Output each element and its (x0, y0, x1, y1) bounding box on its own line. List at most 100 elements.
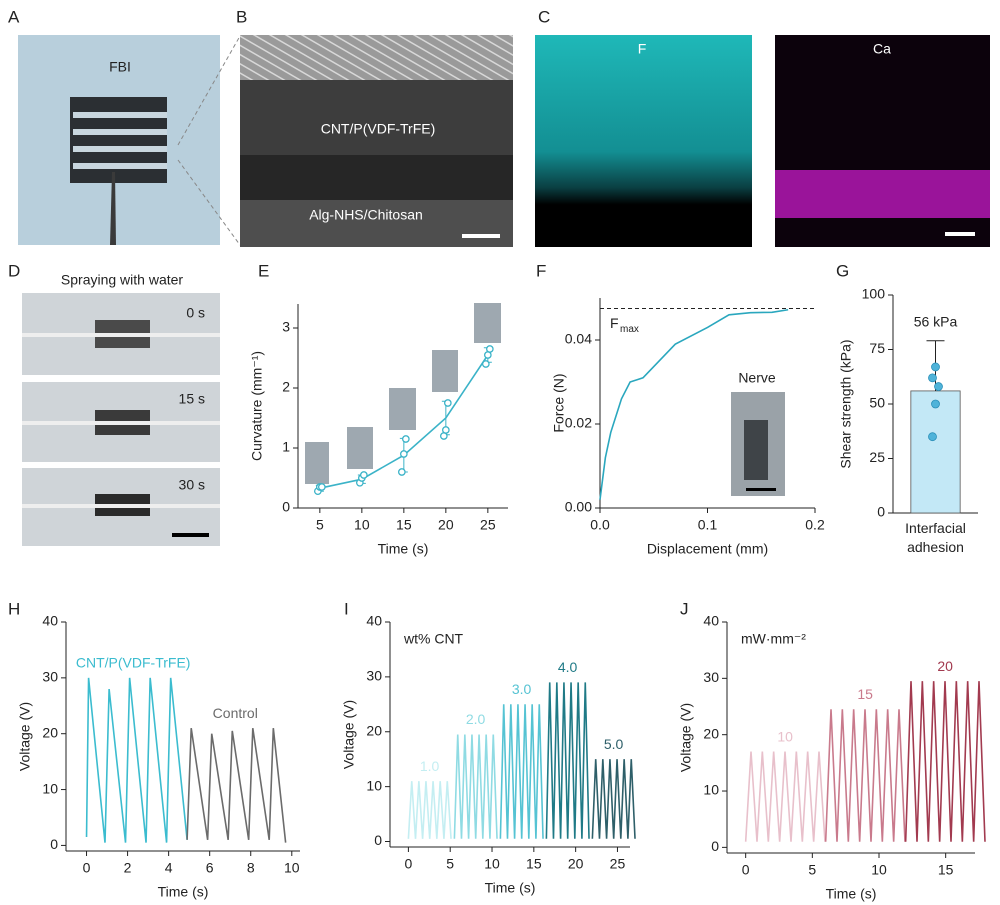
data-point (928, 373, 937, 383)
inset-photos (305, 303, 501, 484)
x-tick-label: 0 (742, 862, 750, 878)
y-tick-label: 100 (862, 286, 886, 302)
x-axis-label: Displacement (mm) (647, 541, 768, 557)
eds-map (535, 35, 752, 247)
data-line (499, 704, 544, 839)
y-tick-label: 0.04 (565, 331, 592, 347)
sem-layer (240, 155, 513, 200)
data-line (599, 308, 789, 500)
x-tick-label: 0.1 (698, 517, 718, 533)
series-label: 5.0 (604, 736, 624, 752)
y-tick-label: 40 (42, 613, 58, 629)
layer-label: Alg-NHS/Chitosan (309, 207, 423, 223)
tweezers (110, 172, 116, 245)
y-tick-label: 0.02 (565, 415, 592, 431)
x-tick-label: 0.2 (805, 517, 825, 533)
y-tick-label: 40 (366, 613, 382, 629)
y-tick-label: 20 (366, 722, 382, 738)
x-tick-label: 4 (165, 860, 173, 876)
series-label: 10 (777, 728, 793, 744)
data-point (481, 360, 490, 368)
zoom-line (177, 159, 241, 246)
y-tick-label: 0 (877, 504, 885, 520)
electrode (70, 97, 167, 183)
y-tick-label: 30 (42, 669, 58, 685)
x-tick-label: 10 (284, 860, 300, 876)
y-tick-label: 0.00 (565, 499, 592, 515)
eds-band (775, 170, 990, 218)
y-tick-label: 10 (703, 782, 719, 798)
x-axis-label: Time (s) (378, 541, 429, 557)
y-tick-label: 0 (50, 836, 58, 852)
series-label: 1.0 (420, 758, 440, 774)
sem-layer (240, 80, 513, 155)
x-tick-label: 15 (526, 856, 542, 872)
panel-letter: H (8, 599, 20, 618)
annotation: wt% CNT (403, 631, 464, 647)
electrode-stripes (73, 112, 167, 169)
panel-letter: J (680, 599, 689, 618)
x-axis-label: Time (s) (158, 884, 209, 900)
x-category: Interfacial adhesion (905, 520, 966, 555)
series-label: 4.0 (558, 659, 578, 675)
annotation: F (610, 315, 619, 331)
data-line (186, 728, 287, 843)
x-tick-label: 5 (808, 862, 816, 878)
data-line (407, 781, 452, 839)
sem-layer (240, 35, 513, 80)
x-tick-label: 6 (206, 860, 214, 876)
y-tick-label: 30 (366, 668, 382, 684)
inset-nerve (744, 420, 768, 480)
y-tick-label: 75 (869, 340, 885, 356)
y-tick-label: 30 (703, 669, 719, 685)
data-line (904, 681, 986, 842)
y-tick-label: 20 (42, 724, 58, 740)
scale-bar (462, 234, 500, 238)
data-line (453, 734, 498, 839)
y-tick-label: 40 (703, 613, 719, 629)
x-tick-label: 25 (480, 517, 496, 533)
series-label: 20 (937, 658, 953, 674)
x-tick-label: 5 (316, 517, 324, 533)
series-label: CNT/P(VDF-TrFE) (76, 655, 191, 671)
y-tick-label: 3 (282, 319, 290, 335)
x-tick-label: 0.0 (590, 517, 610, 533)
photo-label: FBI (109, 59, 131, 75)
data-point (443, 399, 452, 407)
panel-letter: A (8, 7, 20, 26)
x-tick-label: 10 (871, 862, 887, 878)
annotation-sub: max (620, 324, 639, 335)
panel-letter: B (236, 7, 247, 26)
data-point (485, 345, 494, 353)
y-axis-label: Voltage (V) (678, 703, 694, 772)
value-label: 56 kPa (914, 313, 958, 329)
y-axis-label: Shear strength (kPa) (838, 339, 854, 468)
data-line (85, 677, 188, 843)
data-point (359, 471, 368, 479)
y-axis-label: Voltage (V) (17, 702, 33, 771)
panel-letter: D (8, 261, 20, 280)
series-label: 15 (857, 686, 873, 702)
y-tick-label: 0 (711, 838, 719, 854)
time-label: 15 s (179, 391, 205, 407)
data-line (545, 682, 590, 839)
y-axis-label: Force (N) (551, 373, 567, 432)
photo-strip (22, 293, 220, 546)
x-tick-label: 2 (124, 860, 132, 876)
y-tick-label: 2 (282, 379, 290, 395)
y-axis-label: Curvature (mm⁻¹) (249, 351, 265, 461)
x-tick-label: 15 (938, 862, 954, 878)
panel-letter: E (258, 261, 269, 280)
x-tick-label: 5 (446, 856, 454, 872)
time-label: 0 s (186, 305, 205, 321)
data-point (399, 450, 408, 458)
y-axis-label: Voltage (V) (341, 700, 357, 769)
y-tick-label: 10 (42, 780, 58, 796)
bar (910, 390, 961, 514)
panel-letter: C (538, 7, 550, 26)
x-tick-label: 8 (247, 860, 255, 876)
data-line (591, 759, 636, 839)
x-tick-label: 20 (438, 517, 454, 533)
y-tick-label: 0 (374, 832, 382, 848)
